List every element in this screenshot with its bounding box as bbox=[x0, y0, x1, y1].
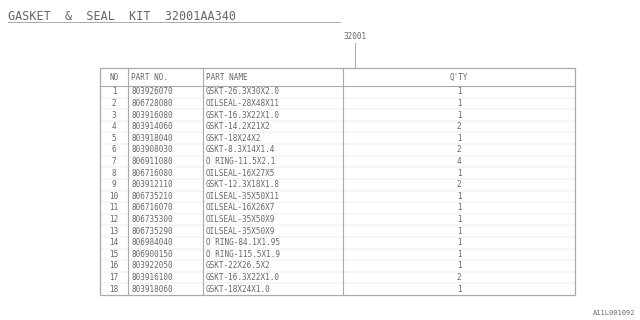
Text: 1: 1 bbox=[457, 99, 461, 108]
Text: 1: 1 bbox=[112, 87, 116, 96]
Text: 1: 1 bbox=[457, 227, 461, 236]
Text: 10: 10 bbox=[109, 192, 118, 201]
Text: 803916100: 803916100 bbox=[131, 273, 173, 282]
Text: GSKT-16.3X22X1.0: GSKT-16.3X22X1.0 bbox=[206, 110, 280, 120]
Text: 806728080: 806728080 bbox=[131, 99, 173, 108]
Text: 18: 18 bbox=[109, 285, 118, 294]
Text: 2: 2 bbox=[112, 99, 116, 108]
Text: O RING-84.1X1.95: O RING-84.1X1.95 bbox=[206, 238, 280, 247]
Text: 806716080: 806716080 bbox=[131, 169, 173, 178]
Text: PART NAME: PART NAME bbox=[206, 73, 248, 82]
Text: 803912110: 803912110 bbox=[131, 180, 173, 189]
Text: OILSEAL-28X48X11: OILSEAL-28X48X11 bbox=[206, 99, 280, 108]
Text: 803914060: 803914060 bbox=[131, 122, 173, 131]
Text: OILSEAL-16X27X5: OILSEAL-16X27X5 bbox=[206, 169, 275, 178]
Text: GSKT-22X26.5X2: GSKT-22X26.5X2 bbox=[206, 261, 271, 270]
Text: O RING-11.5X2.1: O RING-11.5X2.1 bbox=[206, 157, 275, 166]
Text: 2: 2 bbox=[457, 122, 461, 131]
Text: GSKT-12.3X18X1.8: GSKT-12.3X18X1.8 bbox=[206, 180, 280, 189]
Text: 806716070: 806716070 bbox=[131, 204, 173, 212]
Text: A11L001092: A11L001092 bbox=[593, 310, 635, 316]
Text: 2: 2 bbox=[457, 180, 461, 189]
Text: 1: 1 bbox=[457, 87, 461, 96]
Text: 1: 1 bbox=[457, 204, 461, 212]
Text: 803918060: 803918060 bbox=[131, 285, 173, 294]
Text: 1: 1 bbox=[457, 169, 461, 178]
Text: 806911080: 806911080 bbox=[131, 157, 173, 166]
Text: 8: 8 bbox=[112, 169, 116, 178]
Text: 806984040: 806984040 bbox=[131, 238, 173, 247]
Text: 803908030: 803908030 bbox=[131, 145, 173, 154]
Text: GSKT-16.3X22X1.0: GSKT-16.3X22X1.0 bbox=[206, 273, 280, 282]
Text: 17: 17 bbox=[109, 273, 118, 282]
Text: 806735290: 806735290 bbox=[131, 227, 173, 236]
Text: 1: 1 bbox=[457, 285, 461, 294]
Text: 32001: 32001 bbox=[344, 32, 367, 41]
Text: NO: NO bbox=[109, 73, 118, 82]
Text: GSKT-18X24X2: GSKT-18X24X2 bbox=[206, 134, 262, 143]
Text: 1: 1 bbox=[457, 192, 461, 201]
Text: 11: 11 bbox=[109, 204, 118, 212]
Text: 5: 5 bbox=[112, 134, 116, 143]
Text: OILSEAL-35X50X9: OILSEAL-35X50X9 bbox=[206, 215, 275, 224]
Text: OILSEAL-35X50X9: OILSEAL-35X50X9 bbox=[206, 227, 275, 236]
Text: 803916080: 803916080 bbox=[131, 110, 173, 120]
Text: 15: 15 bbox=[109, 250, 118, 259]
Text: OILSEAL-35X50X11: OILSEAL-35X50X11 bbox=[206, 192, 280, 201]
Text: 7: 7 bbox=[112, 157, 116, 166]
Text: 16: 16 bbox=[109, 261, 118, 270]
Text: 2: 2 bbox=[457, 145, 461, 154]
Text: 2: 2 bbox=[457, 273, 461, 282]
Text: 803918040: 803918040 bbox=[131, 134, 173, 143]
Text: 9: 9 bbox=[112, 180, 116, 189]
Text: 13: 13 bbox=[109, 227, 118, 236]
Text: 4: 4 bbox=[457, 157, 461, 166]
Text: GSKT-8.3X14X1.4: GSKT-8.3X14X1.4 bbox=[206, 145, 275, 154]
Text: 1: 1 bbox=[457, 110, 461, 120]
Text: 806735210: 806735210 bbox=[131, 192, 173, 201]
Text: 3: 3 bbox=[112, 110, 116, 120]
Text: 6: 6 bbox=[112, 145, 116, 154]
Text: 1: 1 bbox=[457, 134, 461, 143]
Text: 12: 12 bbox=[109, 215, 118, 224]
Text: 1: 1 bbox=[457, 215, 461, 224]
Bar bbox=[100, 68, 575, 295]
Text: 806900150: 806900150 bbox=[131, 250, 173, 259]
Text: 1: 1 bbox=[457, 261, 461, 270]
Text: GASKET  &  SEAL  KIT  32001AA340: GASKET & SEAL KIT 32001AA340 bbox=[8, 10, 236, 23]
Text: GSKT-26.3X30X2.0: GSKT-26.3X30X2.0 bbox=[206, 87, 280, 96]
Text: 1: 1 bbox=[457, 250, 461, 259]
Text: PART NO.: PART NO. bbox=[131, 73, 168, 82]
Text: 803926070: 803926070 bbox=[131, 87, 173, 96]
Text: 4: 4 bbox=[112, 122, 116, 131]
Text: 806735300: 806735300 bbox=[131, 215, 173, 224]
Text: 803922050: 803922050 bbox=[131, 261, 173, 270]
Text: O RING-115.5X1.9: O RING-115.5X1.9 bbox=[206, 250, 280, 259]
Text: GSKT-18X24X1.0: GSKT-18X24X1.0 bbox=[206, 285, 271, 294]
Text: GSKT-14.2X21X2: GSKT-14.2X21X2 bbox=[206, 122, 271, 131]
Text: Q'TY: Q'TY bbox=[450, 73, 468, 82]
Text: 1: 1 bbox=[457, 238, 461, 247]
Text: 14: 14 bbox=[109, 238, 118, 247]
Text: OILSEAL-16X26X7: OILSEAL-16X26X7 bbox=[206, 204, 275, 212]
